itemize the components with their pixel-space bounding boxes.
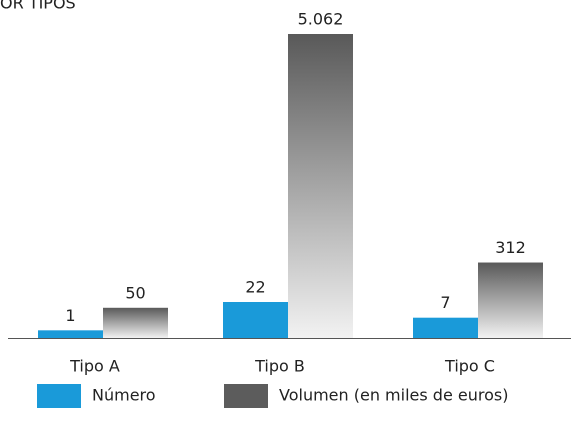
legend-label: Número	[92, 386, 156, 405]
data-label: 50	[125, 283, 145, 302]
x-tick-label: Tipo A	[69, 357, 120, 376]
data-label: 22	[245, 278, 265, 297]
x-tick-label: Tipo C	[444, 357, 495, 376]
data-label: 312	[495, 238, 526, 257]
chart-title: OR TIPOS	[0, 0, 76, 13]
data-label: 1	[65, 306, 75, 325]
bar	[223, 302, 288, 338]
legend-swatch	[224, 384, 268, 408]
legend-swatch	[37, 384, 81, 408]
legend-label: Volumen (en miles de euros)	[279, 386, 508, 405]
bar	[478, 262, 543, 338]
bar	[413, 317, 478, 338]
data-label: 5.062	[298, 10, 344, 29]
bar	[103, 307, 168, 338]
bar	[38, 330, 103, 338]
data-label: 7	[440, 293, 450, 312]
x-tick-label: Tipo B	[254, 357, 305, 376]
bar	[288, 34, 353, 338]
